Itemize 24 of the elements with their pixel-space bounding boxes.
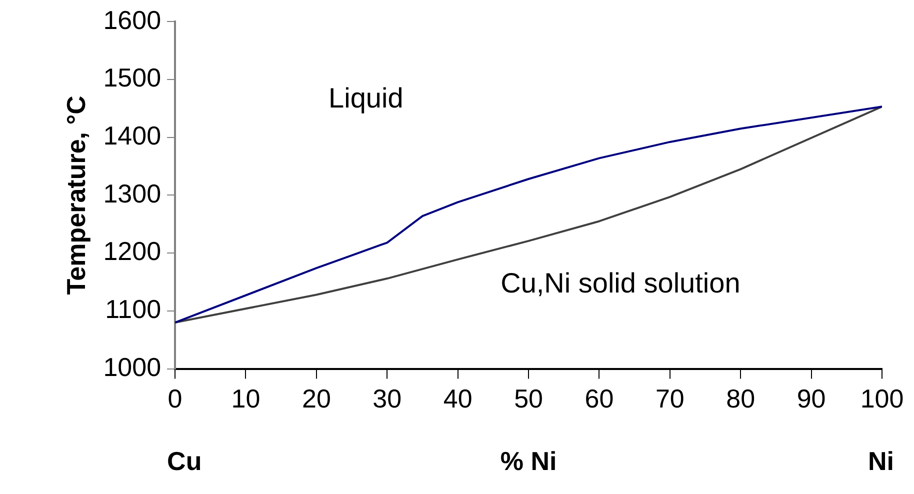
x-tick-label: 70 <box>655 384 684 414</box>
x-tick-label: 90 <box>796 384 826 414</box>
x-tick-label: 50 <box>514 384 543 414</box>
y-tick-label: 1100 <box>105 294 162 324</box>
x-tick-label: 80 <box>726 384 756 414</box>
y-tick-label: 1200 <box>103 236 162 266</box>
y-tick-label: 1500 <box>103 62 162 93</box>
x-tick-label: 0 <box>168 384 182 414</box>
x-tick-label: 10 <box>231 384 260 414</box>
x-tick-label: 60 <box>584 384 614 414</box>
annotation: Cu,Ni solid solution <box>500 267 740 298</box>
x-tick-label: 40 <box>443 384 472 414</box>
y-tick-label: 1600 <box>103 4 162 35</box>
annotation: Liquid <box>328 82 404 114</box>
text: Ni <box>868 446 894 476</box>
x-tick-label: 20 <box>302 384 331 414</box>
y-tick-label: 1400 <box>103 120 162 151</box>
x-tick-label: 30 <box>372 384 402 414</box>
x-tick-label: 100 <box>860 384 904 414</box>
y-tick-label: 1300 <box>103 178 162 208</box>
x-axis-title: % Ni <box>500 446 557 476</box>
y-tick-label: 1000 <box>103 352 162 382</box>
y-axis-title: Temperature, °C <box>60 95 91 295</box>
text: Cu <box>167 446 202 476</box>
